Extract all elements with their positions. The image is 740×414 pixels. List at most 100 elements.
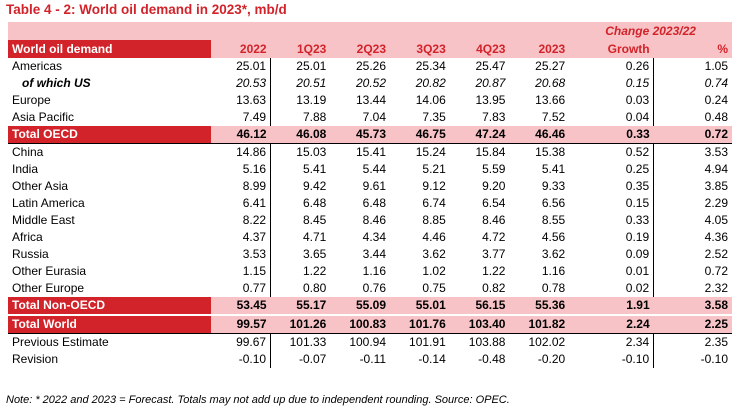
table-cell: 0.01 xyxy=(569,263,655,280)
table-cell: 1.22 xyxy=(482,264,506,278)
table-cell: 3.44 xyxy=(362,247,387,261)
table-cell: 8.46 xyxy=(362,213,387,227)
table-row: Russia 3.53 3.65 3.44 3.62 3.77 3.62 0.09 2.52 xyxy=(8,246,732,263)
row-label: Total OECD xyxy=(8,126,211,144)
table-cell: 99.67 xyxy=(210,333,272,351)
table-cell: 5.21 xyxy=(422,162,446,176)
table-row: Total OECD 46.12 46.08 45.73 46.75 47.24 46.46… xyxy=(8,126,732,144)
table-cell: 2.34 xyxy=(569,333,655,351)
table-cell: 0.80 xyxy=(302,281,327,295)
table-cell: 56.15 xyxy=(449,297,510,315)
table-cell: -0.07 xyxy=(298,352,327,366)
table-cell: 0.24 xyxy=(704,93,728,107)
table-cell: 4.36 xyxy=(704,230,728,244)
table-cell: 1.91 xyxy=(569,297,654,315)
table-cell: 8.22 xyxy=(210,212,272,229)
table-cell: 9.20 xyxy=(482,179,506,193)
table-cell: 5.41 xyxy=(541,162,566,176)
table-cell: 15.24 xyxy=(390,143,450,161)
table-cell: 7.49 xyxy=(210,109,272,126)
table-cell: 4.46 xyxy=(422,230,446,244)
row-label: Europe xyxy=(12,93,51,107)
table-cell: 20.51 xyxy=(296,76,327,90)
table-row: Other Eurasia 1.15 1.22 1.16 1.02 1.22 1.16 0.0… xyxy=(8,263,732,280)
table-cell: 20.53 xyxy=(210,75,272,92)
table-cell: 99.57 xyxy=(210,314,271,334)
row-label: China xyxy=(8,143,211,161)
table-cell: -0.14 xyxy=(418,352,446,366)
table-row: Total World 99.57 101.26 100.83 101.76 103.40… xyxy=(8,314,732,334)
table-cell: 2.52 xyxy=(704,247,728,261)
row-label: India xyxy=(12,162,39,176)
table-cell: -0.10 xyxy=(569,351,655,368)
row-label: Other Eurasia xyxy=(12,264,87,278)
table-cell: 6.74 xyxy=(422,196,446,210)
table-cell: 7.35 xyxy=(422,110,446,124)
table-cell: 0.25 xyxy=(569,161,655,178)
column-header: 2Q23 xyxy=(330,40,391,58)
table-cell: 13.66 xyxy=(535,93,566,107)
table-row: Revision -0.10 -0.07 -0.11 -0.14 -0.48 -0.20 -0… xyxy=(8,351,732,368)
table-cell: 6.48 xyxy=(362,196,387,210)
table-cell: 2.32 xyxy=(704,281,728,295)
table-cell: 5.16 xyxy=(210,161,272,178)
table-cell: 1.22 xyxy=(302,264,327,278)
table-cell: 20.68 xyxy=(535,76,566,90)
table-cell: 3.85 xyxy=(704,179,728,193)
row-label: Revision xyxy=(12,352,59,366)
table-cell: 7.88 xyxy=(302,110,327,124)
table-cell: 0.26 xyxy=(569,58,655,75)
row-label: Middle East xyxy=(12,213,75,227)
table-cell: 4.71 xyxy=(302,230,327,244)
table-cell: 6.56 xyxy=(541,196,566,210)
table-cell: 25.27 xyxy=(535,59,566,73)
column-header: 3Q23 xyxy=(390,40,450,58)
table-cell: 25.01 xyxy=(296,59,327,73)
table-cell: 25.01 xyxy=(210,58,272,75)
row-label: Africa xyxy=(12,230,43,244)
row-label: Total Non-OECD xyxy=(8,297,211,315)
table-cell: 14.86 xyxy=(210,143,272,161)
table-cell: 8.85 xyxy=(422,213,446,227)
table-cell: 1.16 xyxy=(541,264,566,278)
table-cell: 0.33 xyxy=(569,212,655,229)
table-cell: 4.05 xyxy=(704,213,728,227)
table-cell: 3.77 xyxy=(482,247,506,261)
table-cell: 6.41 xyxy=(210,195,272,212)
table-cell: 0.48 xyxy=(704,110,728,124)
table-cell: 5.59 xyxy=(482,162,506,176)
row-label: Previous Estimate xyxy=(8,333,211,351)
table-title: Table 4 - 2: World oil demand in 2023*, … xyxy=(6,2,287,17)
table-cell: 0.35 xyxy=(569,178,655,195)
table-cell: 46.08 xyxy=(270,126,331,144)
table-cell: 1.16 xyxy=(362,264,387,278)
table-cell: 53.45 xyxy=(210,297,271,315)
table-cell: 6.48 xyxy=(302,196,327,210)
table-cell: 102.02 xyxy=(509,333,570,351)
table-cell: 100.83 xyxy=(330,314,391,334)
table-cell: 8.45 xyxy=(302,213,327,227)
table-cell: 4.94 xyxy=(704,162,728,176)
table-cell: 3.53 xyxy=(210,246,272,263)
column-header: 4Q23 xyxy=(449,40,510,58)
table-cell: -0.11 xyxy=(359,352,387,366)
table-cell: 4.56 xyxy=(541,230,566,244)
header-row: World oil demand 2022 1Q23 2Q23 3Q23 4Q2… xyxy=(8,40,732,58)
table-cell: 7.04 xyxy=(362,110,387,124)
column-header: 2022 xyxy=(210,40,271,58)
table-cell: 7.83 xyxy=(482,110,506,124)
table-cell: 0.02 xyxy=(569,280,655,297)
table-cell: 1.15 xyxy=(210,263,272,280)
table-cell: 20.52 xyxy=(356,76,387,90)
table-row: Middle East 8.22 8.45 8.46 8.85 8.46 8.55 0.33 4… xyxy=(8,212,732,229)
table-cell: -0.10 xyxy=(700,352,728,366)
table-cell: 47.24 xyxy=(449,126,510,144)
table-row: Africa 4.37 4.71 4.34 4.46 4.72 4.56 0.19 4.36 xyxy=(8,229,732,246)
column-header: % xyxy=(653,40,732,58)
table-cell: 13.95 xyxy=(475,93,506,107)
table-cell: 1.05 xyxy=(704,59,728,73)
table-cell: 0.82 xyxy=(482,281,506,295)
table-cell: 0.75 xyxy=(422,281,446,295)
table-cell: 13.19 xyxy=(296,93,327,107)
table-cell: 101.33 xyxy=(270,333,331,351)
